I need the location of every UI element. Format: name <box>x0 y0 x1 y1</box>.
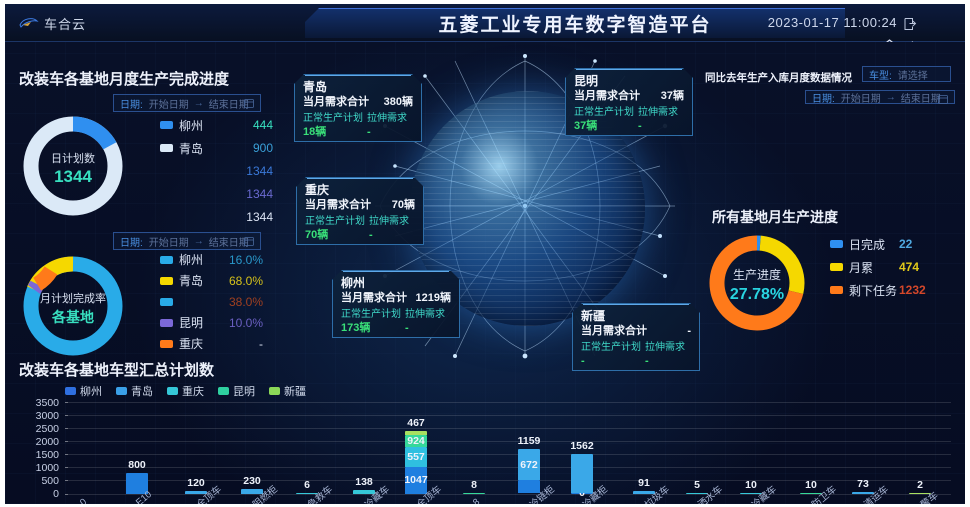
svg-text:1344: 1344 <box>54 167 92 186</box>
svg-text:各基地: 各基地 <box>51 309 94 325</box>
svg-text:月计划完成率: 月计划完成率 <box>40 291 106 305</box>
svg-text:生产进度: 生产进度 <box>733 267 781 282</box>
svg-text:27.78%: 27.78% <box>730 286 784 303</box>
svg-text:日计划数: 日计划数 <box>51 152 95 165</box>
